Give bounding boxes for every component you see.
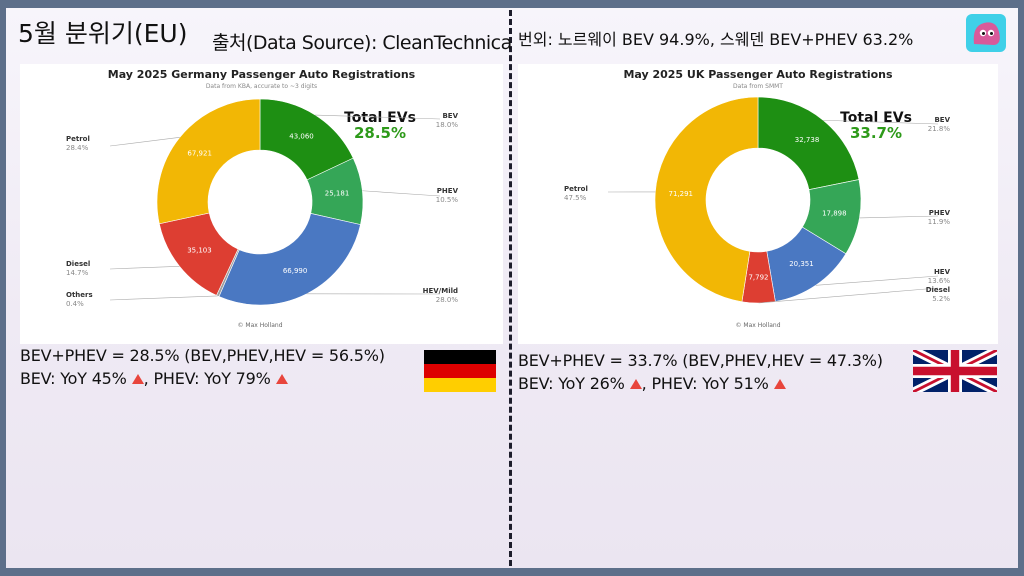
legend-name: HEV: [934, 268, 951, 276]
leader-line: [362, 190, 441, 197]
germany-bev-yoy: BEV: YoY 45%: [20, 369, 127, 388]
legend-percent: 13.6%: [928, 277, 951, 285]
uk-summary: BEV+PHEV = 33.7% (BEV,PHEV,HEV = 47.3%): [518, 351, 883, 370]
legend-name: Petrol: [66, 135, 90, 143]
germany-yoy: BEV: YoY 45% , PHEV: YoY 79%: [20, 369, 288, 388]
separator: ,: [641, 374, 652, 393]
legend-percent: 28.0%: [436, 296, 459, 304]
legend-percent: 14.7%: [66, 269, 89, 277]
total-evs-value: 33.7%: [850, 124, 902, 142]
slice-bev: [757, 96, 860, 191]
source-note: 출처(Data Source): CleanTechnica: [212, 32, 512, 54]
slice-value: 43,060: [289, 133, 314, 141]
uk-bev-yoy: BEV: YoY 26%: [518, 374, 625, 393]
slice-hev-mild: [218, 213, 361, 306]
extra-note: 번외: 노르웨이 BEV 94.9%, 스웨덴 BEV+PHEV 63.2%: [518, 30, 914, 49]
legend-name: Diesel: [926, 286, 950, 294]
legend-name: Diesel: [66, 260, 90, 268]
slice-petrol: [156, 98, 261, 225]
triangle-up-icon: [773, 378, 786, 389]
slice-value: 17,898: [822, 209, 847, 217]
leader-line: [109, 137, 180, 147]
slice-value: 66,990: [283, 267, 308, 275]
triangle-up-icon: [275, 373, 288, 384]
leader-line: [109, 265, 180, 270]
slice-value: 25,181: [325, 190, 350, 198]
uk-donut-chart: May 2025 UK Passenger Auto Registrations…: [564, 68, 951, 329]
center-divider: [509, 10, 512, 566]
leader-line: [859, 215, 939, 219]
germany-summary: BEV+PHEV = 28.5% (BEV,PHEV,HEV = 56.5%): [20, 346, 385, 365]
germany-donut-chart: May 2025 Germany Passenger Auto Registra…: [66, 68, 459, 329]
total-evs-label: Total EVs: [840, 110, 912, 126]
legend-name: BEV: [934, 116, 950, 124]
slice-value: 7,792: [748, 273, 768, 281]
legend-percent: 5.2%: [932, 295, 950, 303]
uk-yoy: BEV: YoY 26% , PHEV: YoY 51%: [518, 374, 786, 393]
chart-credit: © Max Holland: [237, 322, 282, 329]
chart-subtitle: Data from SMMT: [733, 83, 783, 90]
leader-line: [109, 295, 218, 301]
legend-percent: 0.4%: [66, 300, 84, 308]
legend-name: PHEV: [929, 209, 951, 217]
separator: ,: [143, 369, 154, 388]
legend-percent: 47.5%: [564, 194, 587, 202]
chart-title: May 2025 UK Passenger Auto Registrations: [623, 68, 893, 81]
chart-subtitle: Data from KBA, accurate to ~3 digits: [206, 83, 317, 90]
slice-value: 67,921: [187, 149, 212, 157]
page-title: 5월 분위기(EU): [18, 19, 188, 48]
leader-line: [823, 119, 939, 125]
uk-chart-panel: May 2025 UK Passenger Auto Registrations…: [518, 64, 998, 344]
legend-name: BEV: [442, 112, 458, 120]
germany-phev-yoy: PHEV: YoY 79%: [153, 369, 271, 388]
chart-credit: © Max Holland: [735, 322, 780, 329]
legend-percent: 11.9%: [928, 218, 951, 226]
leader-line: [758, 287, 939, 304]
slice-value: 32,738: [795, 136, 820, 144]
total-evs-value: 28.5%: [354, 124, 406, 142]
leader-line: [815, 275, 939, 286]
uk-phev-yoy: PHEV: YoY 51%: [651, 374, 769, 393]
legend-name: Petrol: [564, 185, 588, 193]
triangle-up-icon: [629, 378, 642, 389]
germany-flag-icon: [424, 350, 496, 396]
legend-name: HEV/Mild: [423, 287, 458, 295]
legend-name: Others: [66, 291, 93, 299]
total-evs-label: Total EVs: [344, 110, 416, 126]
slice-value: 35,103: [187, 246, 212, 254]
slice-value: 71,291: [668, 190, 693, 198]
legend-percent: 18.0%: [436, 121, 459, 129]
uk-flag-icon: [912, 350, 998, 396]
chart-title: May 2025 Germany Passenger Auto Registra…: [108, 68, 416, 81]
legend-percent: 28.4%: [66, 144, 89, 152]
legend-name: PHEV: [437, 187, 459, 195]
germany-chart-panel: May 2025 Germany Passenger Auto Registra…: [20, 64, 503, 344]
slice-petrol: [654, 96, 759, 303]
blob-mascot-icon: [966, 14, 1006, 56]
leader-line: [315, 114, 441, 120]
legend-percent: 10.5%: [436, 196, 459, 204]
legend-percent: 21.8%: [928, 125, 951, 133]
triangle-up-icon: [131, 373, 144, 384]
slice-value: 20,351: [789, 260, 814, 268]
